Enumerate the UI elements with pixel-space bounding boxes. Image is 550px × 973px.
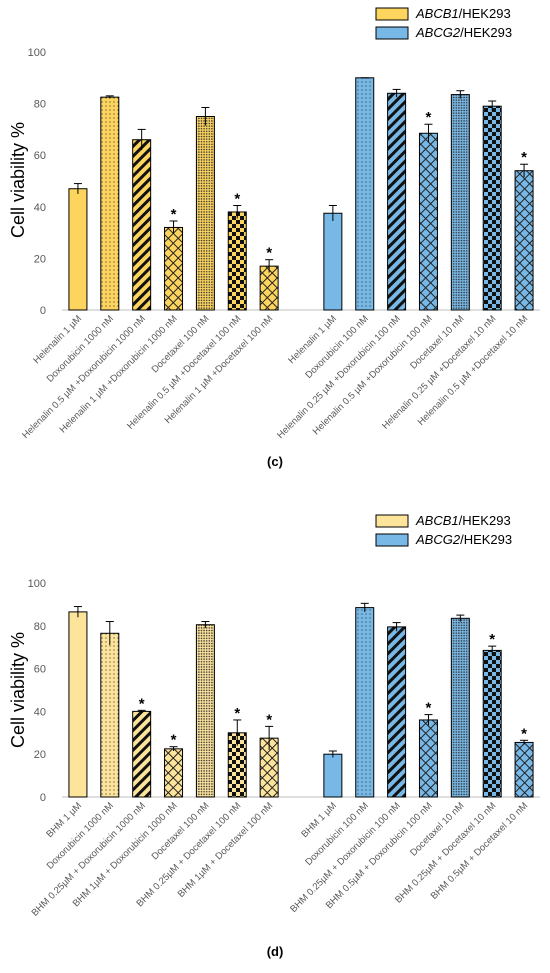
legend-label: ABCG2/HEK293 <box>415 532 512 547</box>
error-bar <box>137 128 146 151</box>
legend-swatch <box>375 7 409 21</box>
error-bar <box>169 220 178 234</box>
bar <box>323 212 343 311</box>
y-tick-label: 80 <box>34 621 46 633</box>
bar <box>450 617 470 798</box>
error-bar <box>265 725 274 750</box>
legend-label: ABCG2/HEK293 <box>415 25 512 40</box>
x-tick-label: Helenalin 0.25 µM +Docetaxel 10 nM <box>380 313 498 431</box>
error-bar <box>488 100 497 112</box>
bar <box>482 649 502 798</box>
bar <box>482 105 502 311</box>
bar <box>514 170 534 311</box>
y-tick-label: 40 <box>34 202 46 214</box>
error-bar <box>233 719 242 746</box>
bar <box>387 626 407 798</box>
bar <box>100 96 120 311</box>
x-tick-label: Docetaxel 100 nM <box>150 313 212 375</box>
y-tick-label: 80 <box>34 99 46 111</box>
error-bar <box>424 714 433 726</box>
bar <box>164 226 184 311</box>
bar <box>450 94 470 311</box>
error-bar <box>456 90 465 99</box>
y-tick-label: 100 <box>28 578 46 590</box>
bar <box>355 77 375 311</box>
significance-mark: * <box>171 206 177 223</box>
significance-mark: * <box>139 695 145 712</box>
error-bar <box>456 614 465 622</box>
bar <box>164 748 184 798</box>
bar <box>68 611 88 798</box>
bar <box>514 741 534 798</box>
significance-mark: * <box>521 725 527 742</box>
bar <box>132 139 152 311</box>
error-bar <box>488 645 497 655</box>
y-tick-label: 60 <box>34 664 46 676</box>
y-tick-label: 60 <box>34 150 46 162</box>
y-tick-label: 0 <box>40 792 46 804</box>
error-bar <box>105 621 114 646</box>
bar <box>259 265 279 311</box>
error-bar <box>424 123 433 143</box>
y-tick-label: 100 <box>28 47 46 59</box>
error-bar <box>137 709 146 713</box>
legend-swatch <box>375 533 409 547</box>
significance-mark: * <box>234 705 240 722</box>
bar <box>323 753 343 798</box>
x-tick-label: Helenalin 0.5 µM +Docetaxel 100 nM <box>125 313 243 431</box>
significance-mark: * <box>234 191 240 208</box>
error-bar <box>328 750 337 758</box>
legend-swatch <box>375 514 409 528</box>
y-axis-title: Cell viability % <box>8 122 28 238</box>
y-tick-label: 0 <box>40 305 46 317</box>
significance-mark: * <box>266 245 272 262</box>
error-bar <box>73 606 82 618</box>
significance-mark: * <box>489 631 495 648</box>
x-tick-label: Helenalin 1 µM +Doxorubicin 1000 nM <box>58 313 180 435</box>
significance-mark: * <box>521 149 527 166</box>
x-tick-label: BHM 0.25µM + Doxorubicin 1000 nM <box>30 800 148 918</box>
error-bar <box>520 739 529 745</box>
caption: (d) <box>267 944 284 959</box>
error-bar <box>201 106 210 126</box>
bar <box>195 624 215 798</box>
bar <box>195 116 215 311</box>
bar <box>132 710 152 798</box>
bar <box>418 719 438 798</box>
bar <box>418 132 438 311</box>
legend-label: ABCB1/HEK293 <box>415 6 511 21</box>
significance-mark: * <box>266 711 272 728</box>
significance-mark: * <box>426 700 432 717</box>
bar <box>68 188 88 311</box>
error-bar <box>392 622 401 632</box>
error-bar <box>392 88 401 98</box>
error-bar <box>169 746 178 751</box>
error-bar <box>265 259 274 273</box>
caption: (c) <box>267 454 283 469</box>
error-bar <box>328 205 337 221</box>
y-tick-label: 20 <box>34 749 46 761</box>
significance-mark: * <box>426 109 432 126</box>
error-bar <box>201 621 210 628</box>
bar <box>355 607 375 798</box>
y-axis-title: Cell viability % <box>8 632 28 748</box>
error-bar <box>73 183 82 194</box>
x-tick-label: Docetaxel 100 nM <box>150 800 212 862</box>
error-bar <box>520 163 529 178</box>
bar <box>227 211 247 311</box>
legend-label: ABCB1/HEK293 <box>415 513 511 528</box>
error-bar <box>105 95 114 99</box>
significance-mark: * <box>171 732 177 749</box>
bar <box>100 632 120 798</box>
error-bar <box>360 602 369 612</box>
legend-swatch <box>375 26 409 40</box>
error-bar <box>233 205 242 219</box>
y-tick-label: 20 <box>34 253 46 265</box>
bar <box>387 92 407 311</box>
y-tick-label: 40 <box>34 706 46 718</box>
